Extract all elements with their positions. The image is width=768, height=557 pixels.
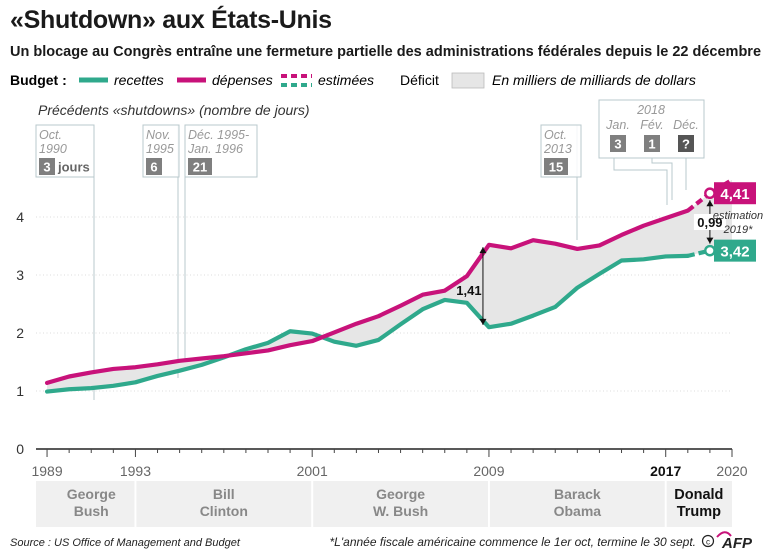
x-tick-label-2017: 2017 <box>650 463 681 479</box>
legend-units-label: En milliers de milliards de dollars <box>492 72 696 88</box>
source-note: Source : US Office of Management and Bud… <box>10 537 241 549</box>
estimate-marker-recettes <box>704 244 716 257</box>
shutdowns-heading: Précédents «shutdowns» (nombre de jours) <box>38 102 310 118</box>
president-2-line1: George <box>376 486 425 502</box>
y-tick-label-0: 0 <box>16 441 24 457</box>
shutdown-2018-days-1: 1 <box>648 137 655 152</box>
shutdown-date1-2: Déc. 1995- <box>188 128 249 142</box>
shutdown-2018-month-1: Fév. <box>640 118 663 132</box>
president-1-line2: Clinton <box>200 503 248 519</box>
shutdown-date2-3: 2013 <box>543 142 572 156</box>
gap-arrow-2009-head-down <box>479 318 487 325</box>
value-dep-badge <box>714 182 756 205</box>
shutdown-2018-days-badge-0 <box>610 135 626 152</box>
page-subtitle: Un blocage au Congrès entraîne une ferme… <box>10 44 762 60</box>
y-tick-label-2: 2 <box>16 325 24 341</box>
shutdown-unit-0: jours <box>57 160 90 175</box>
shutdown-days-3: 15 <box>549 160 563 175</box>
legend-deficit-swatch <box>451 72 485 89</box>
gap-label-2019-bg <box>693 214 726 230</box>
shutdown-date2-0: 1990 <box>39 142 67 156</box>
x-tick-label-2020: 2020 <box>716 463 747 479</box>
shutdown-2018-days-badge-2 <box>678 135 694 152</box>
president-3-line2: Obama <box>554 503 602 519</box>
shutdown-date2-2: Jan. 1996 <box>187 142 243 156</box>
x-tick-label-1993: 1993 <box>120 463 151 479</box>
y-tick-label-1: 1 <box>16 383 24 399</box>
value-rec-badge <box>714 239 756 262</box>
shutdown-2018-guide-fev <box>651 158 673 200</box>
shutdown-date1-0: Oct. <box>39 128 62 142</box>
president-4-line1: Donald <box>674 487 723 503</box>
x-tick-label-2001: 2001 <box>297 463 328 479</box>
shutdown-days-badge-3 <box>544 158 568 175</box>
shutdown-date2-1: 1995 <box>146 142 174 156</box>
gap-label-2019: 0,99 <box>697 215 722 230</box>
footer: Source : US Office of Management and Bud… <box>10 531 753 552</box>
x-tick-label-2009: 2009 <box>473 463 504 479</box>
deficit-area <box>47 179 733 392</box>
estimation-label-line2: 2019* <box>723 224 753 236</box>
page-title: «Shutdown» aux États-Unis <box>10 6 332 34</box>
shutdown-days-2: 21 <box>193 160 207 175</box>
copyright-icon-glyph: c <box>706 538 710 547</box>
shutdown-days-badge-2 <box>188 158 212 175</box>
afp-logo-icon <box>716 531 732 538</box>
shutdown-date1-3: Oct. <box>544 128 567 142</box>
estimation-label-line1: estimation <box>713 210 763 222</box>
president-4-line2: Trump <box>677 504 721 520</box>
estimate-marker-dépenses <box>704 187 716 200</box>
afp-logo: AFP <box>721 535 753 552</box>
president-3-line1: Barack <box>554 486 601 502</box>
recettes-line <box>44 253 690 394</box>
gap-label-2009: 1,41 <box>456 283 481 298</box>
shutdown-2018-month-0: Jan. <box>605 118 630 132</box>
shutdown-days-0: 3 <box>43 160 50 175</box>
shutdown-days-badge-1 <box>146 158 162 175</box>
gap-arrow-2009-head-up <box>479 247 487 254</box>
shutdown-2018-month-2: Déc. <box>673 118 699 132</box>
president-0-line1: George <box>67 486 116 502</box>
legend-depenses-label: dépenses <box>212 72 273 88</box>
gap-arrow-2019-head-down <box>706 237 714 244</box>
legend-budget-label: Budget : <box>10 72 67 88</box>
legend: Budget : recettes dépenses estimées Défi… <box>10 72 696 89</box>
legend-recettes-label: recettes <box>114 72 164 88</box>
president-0-line2: Bush <box>74 503 109 519</box>
shutdown-2018-days-0: 3 <box>614 137 621 152</box>
shutdown-days-1: 6 <box>150 160 157 175</box>
depenses-line <box>44 208 690 385</box>
president-2-line2: W. Bush <box>373 503 428 519</box>
value-rec-label: 3,42 <box>720 244 749 261</box>
shutdown-2018-guide-jan <box>613 158 668 205</box>
y-tick-label-4: 4 <box>16 209 24 225</box>
shutdown-date1-1: Nov. <box>146 128 171 142</box>
copyright-icon <box>701 534 715 548</box>
legend-estimees-label: estimées <box>318 72 374 88</box>
gap-arrow-2019-head-up <box>706 200 714 207</box>
value-dep-label: 4,41 <box>720 186 749 203</box>
shutdown-2018-days-2: ? <box>682 137 690 152</box>
presidents-strip <box>36 481 732 527</box>
y-tick-label-3: 3 <box>16 267 24 283</box>
shutdown-days-badge-0 <box>39 158 55 175</box>
x-tick-label-1989: 1989 <box>31 463 62 479</box>
shutdown-2018-days-badge-1 <box>644 135 660 152</box>
fiscal-year-note: *L'année fiscale américaine commence le … <box>330 535 696 549</box>
legend-deficit-label: Déficit <box>400 72 439 88</box>
president-1-line1: Bill <box>213 486 235 502</box>
shutdown-2018-year: 2018 <box>636 103 665 117</box>
